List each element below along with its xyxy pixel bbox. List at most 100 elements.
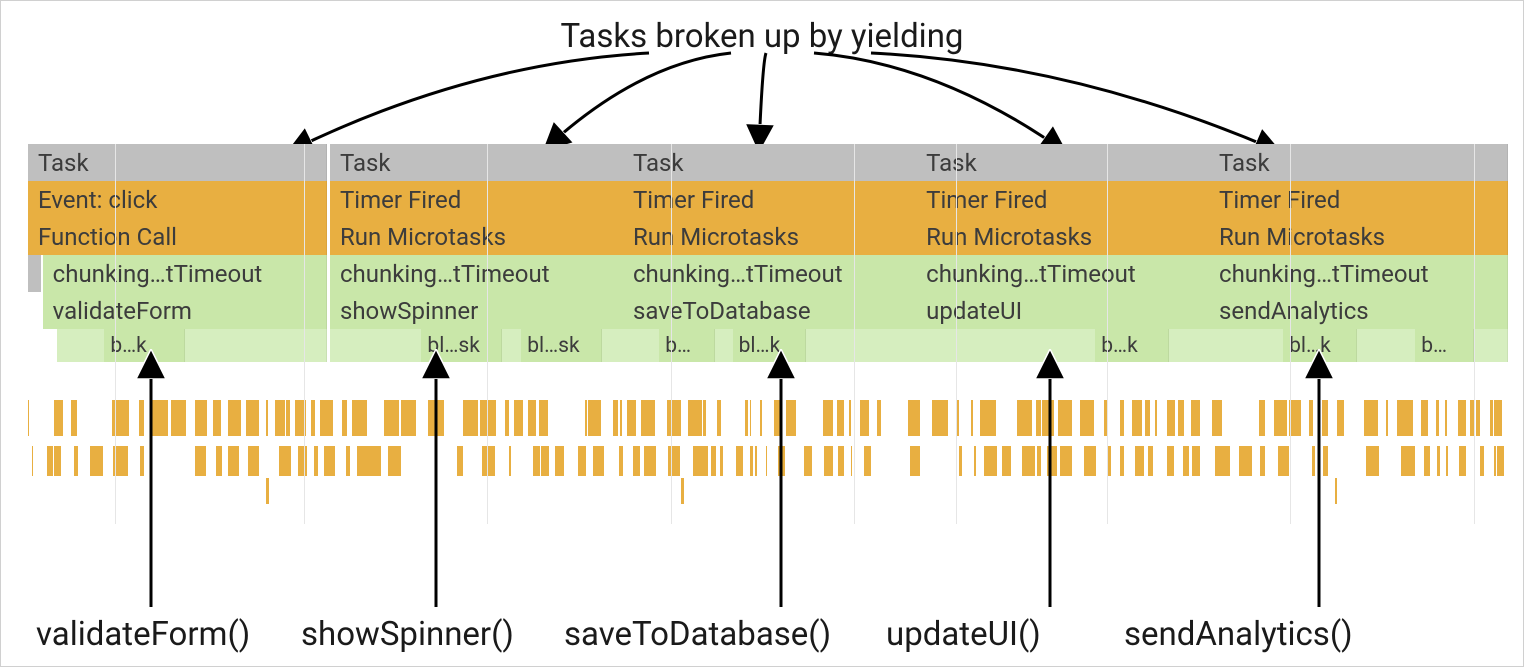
noise-bar — [514, 400, 524, 436]
noise-bar — [1323, 446, 1328, 476]
noise-bar — [1322, 400, 1328, 436]
noise-bar — [463, 400, 478, 436]
noise-bar — [1036, 400, 1041, 436]
top-arrow-4 — [871, 53, 1278, 151]
chunk-cell-1: chunking…tTimeout — [330, 255, 629, 292]
top-arrow-1 — [546, 53, 731, 148]
noise-spike-0 — [266, 478, 269, 504]
noise-bar — [311, 400, 315, 436]
noise-spike-2 — [1335, 478, 1338, 504]
noise-bar — [1397, 400, 1413, 436]
noise-bar — [1155, 400, 1157, 436]
noise-bar — [1148, 446, 1153, 476]
noise-bar — [213, 400, 221, 436]
block-2-0: b… — [659, 329, 715, 362]
noise-bar — [745, 400, 748, 436]
bottom-label-4: sendAnalytics() — [1124, 615, 1353, 654]
noise-bar — [644, 446, 656, 476]
noise-bar — [279, 446, 288, 476]
noise-bar — [401, 400, 416, 436]
noise-bar — [346, 446, 350, 476]
noise-bar — [838, 446, 844, 476]
noise-bar — [980, 400, 995, 436]
noise-bar — [113, 446, 127, 476]
noise-bar — [1274, 400, 1287, 436]
row-event: Event: clickTimer FiredTimer FiredTimer … — [28, 181, 1496, 218]
noise-bar — [1212, 400, 1222, 436]
noise-bar — [750, 400, 752, 436]
noise-bar — [288, 446, 292, 476]
noise-bar — [28, 400, 29, 436]
event-cell-0: Event: click — [28, 181, 327, 218]
noise-bar — [750, 446, 753, 476]
noise-bar — [1437, 446, 1440, 476]
noise-bar — [228, 446, 239, 476]
block-0-0: b…k — [104, 329, 185, 362]
event-cell-4: Timer Fired — [1209, 181, 1508, 218]
noise-bar — [627, 400, 635, 436]
noise-bar — [1260, 446, 1265, 476]
noise-bar — [533, 446, 540, 476]
noise-bar — [1017, 400, 1033, 436]
chunk-cell-3: chunking…tTimeout — [916, 255, 1215, 292]
noise-bar — [1259, 400, 1265, 436]
task-cell-4: Task — [1209, 144, 1508, 181]
noise-bar — [357, 446, 369, 476]
noise-bar — [837, 400, 844, 436]
noise-bar — [1047, 446, 1057, 476]
noise-bar — [720, 446, 723, 476]
noise-bar — [619, 446, 623, 476]
noise-bar — [32, 446, 33, 476]
noise-bar — [1497, 446, 1504, 476]
noise-bar — [585, 400, 587, 436]
noise-bar — [1192, 446, 1200, 476]
noise-bar — [1080, 400, 1094, 436]
noise-bar — [1436, 400, 1439, 436]
noise-bar — [971, 400, 973, 436]
noise-bar — [824, 446, 832, 476]
bottom-label-0: validateForm() — [36, 615, 250, 654]
task-cell-3: Task — [916, 144, 1215, 181]
noise-bar — [1107, 446, 1111, 476]
fn-cell-4: sendAnalytics — [1209, 292, 1508, 329]
noise-bar — [910, 446, 920, 476]
flame-chart: TaskTaskTaskTaskTask Event: clickTimer F… — [28, 144, 1496, 362]
noise-bar — [1459, 446, 1465, 476]
noise-bar — [1494, 400, 1502, 436]
noise-bar — [248, 446, 259, 476]
noise-bar — [509, 446, 512, 476]
top-arrow-0 — [290, 53, 649, 151]
noise-bar — [1424, 446, 1430, 476]
event-cell-1: Timer Fired — [330, 181, 629, 218]
noise-bar — [633, 446, 640, 476]
noise-bar — [804, 446, 812, 476]
noise-bar — [298, 446, 307, 476]
noise-bar — [641, 400, 655, 436]
noise-bar — [1223, 446, 1229, 476]
noise-bar — [246, 400, 259, 436]
row-function: validateFormshowSpinnersaveToDatabaseupd… — [28, 292, 1496, 329]
noise-bar — [528, 400, 536, 436]
chunk-cell-4: chunking…tTimeout — [1209, 255, 1508, 292]
noise-bar — [877, 400, 881, 436]
noise-bar — [388, 446, 401, 476]
noise-bar — [74, 446, 79, 476]
row-microtasks: Function CallRun MicrotasksRun Microtask… — [28, 218, 1496, 255]
noise-bar — [1135, 446, 1143, 476]
noise-bar — [717, 400, 721, 436]
block-3-0: b…k — [1095, 329, 1168, 362]
noise-bar — [908, 400, 920, 436]
noise-bar — [864, 446, 872, 476]
noise-bar — [384, 400, 399, 436]
top-arrow-3 — [814, 53, 1064, 151]
noise-bar — [760, 400, 762, 436]
noise-bar — [320, 400, 333, 436]
noise-bar — [151, 400, 168, 436]
noise-bar — [705, 446, 708, 476]
noise-bar — [823, 400, 833, 436]
noise-bar — [1239, 446, 1253, 476]
noise-bar — [778, 446, 784, 476]
leading-sliver — [28, 255, 41, 292]
microtask-cell-4: Run Microtasks — [1209, 218, 1508, 255]
noise-bar — [1060, 446, 1072, 476]
